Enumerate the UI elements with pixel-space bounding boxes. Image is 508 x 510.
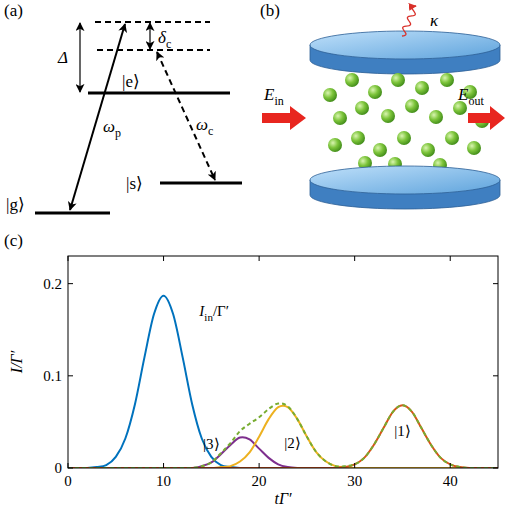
y-tick-label: 0.2 [43, 276, 62, 292]
panel-label: (c) [4, 231, 23, 250]
curve-label: |3⟩ [203, 436, 220, 452]
x-tick [163, 256, 164, 261]
virtual-level [97, 49, 210, 51]
x-tick [450, 463, 451, 468]
atom [351, 131, 365, 145]
virtual-level [95, 21, 210, 23]
atom [323, 88, 337, 102]
atom [421, 143, 435, 157]
control-arrow [157, 52, 215, 180]
atom [405, 99, 419, 113]
detuning-arrow [79, 23, 80, 92]
x-tick [354, 256, 355, 261]
detuning-label-sub: c [166, 37, 171, 51]
x-tick [68, 463, 69, 468]
detuning-arrow [149, 23, 150, 49]
atom [333, 111, 347, 125]
input-label: Ein [263, 85, 284, 108]
input-label-sub: in [274, 94, 283, 108]
input-arrow [262, 106, 306, 130]
atom [373, 143, 387, 157]
probe-label-main: ω [103, 117, 115, 136]
control-label-sub: c [208, 124, 213, 138]
level-label: |g⟩ [6, 195, 25, 214]
panel-c: (c) 0 10 20 30 40 0 0.1 0.2 tΓ′ I/Γ′ Iin/Γ′ |3⟩ |2⟩ |1… [4, 231, 498, 507]
y-tick-label: 0.1 [43, 368, 62, 384]
x-tick-label: 0 [64, 473, 72, 489]
decay-wave [402, 6, 416, 36]
x-tick [68, 256, 69, 261]
series-line [68, 406, 498, 468]
mirror-face [310, 166, 500, 194]
atom [391, 73, 405, 87]
probe-label-sub: p [115, 126, 121, 140]
level-e [88, 92, 230, 95]
level-g [35, 212, 110, 215]
control-label: ωc [196, 115, 213, 138]
series-line [68, 403, 498, 468]
x-tick [259, 256, 260, 261]
x-tick-label: 40 [443, 473, 458, 489]
atom [397, 131, 411, 145]
level-label: |s⟩ [126, 174, 143, 193]
atom [415, 81, 429, 95]
y-tick [493, 283, 498, 284]
x-tick [450, 256, 451, 261]
atom [445, 131, 459, 145]
output-label: Eout [457, 85, 484, 108]
panel-label: (b) [260, 1, 280, 20]
x-tick [354, 463, 355, 468]
x-tick [259, 463, 260, 468]
atom [429, 110, 443, 124]
x-tick-label: 10 [156, 473, 171, 489]
decay-label: κ [430, 11, 439, 30]
atom [381, 109, 395, 123]
y-axis-title: I/Γ′ [8, 350, 25, 374]
level-s [160, 182, 242, 185]
y-tick [68, 283, 73, 284]
x-tick-label: 30 [347, 473, 362, 489]
curve-label: |2⟩ [284, 435, 301, 451]
panel-b: (b)EinEoutκ [260, 1, 505, 209]
atom [440, 73, 454, 87]
output-label-main: E [457, 85, 469, 104]
atom [328, 138, 342, 152]
curve-label: |1⟩ [394, 423, 411, 439]
y-tick [493, 375, 498, 376]
detuning-label: δc [158, 28, 171, 51]
series-line [68, 405, 498, 468]
y-tick [68, 375, 73, 376]
probe-arrow [70, 24, 125, 210]
x-axis-title: tΓ′ [274, 490, 292, 507]
curve-label: Iin/Γ′ [198, 303, 229, 323]
y-tick [493, 468, 498, 469]
series-group [68, 296, 498, 468]
output-arrow [468, 106, 505, 130]
output-label-sub: out [468, 94, 484, 108]
plot-frame [68, 256, 498, 468]
input-label-main: E [263, 85, 275, 104]
series-line [68, 437, 498, 468]
x-tick [163, 463, 164, 468]
x-tick-label: 20 [252, 473, 267, 489]
panel-a: (a)|e⟩|g⟩|s⟩Δδcωpωc [4, 1, 242, 214]
atom [355, 101, 369, 115]
atom [368, 85, 382, 99]
figure: (a)|e⟩|g⟩|s⟩Δδcωpωc(b)EinEoutκ(c)0102030… [0, 0, 508, 510]
series-line [68, 296, 498, 468]
atom [345, 73, 359, 87]
atom [467, 141, 481, 155]
level-label: |e⟩ [122, 72, 140, 91]
curve-label-rest: /Γ′ [213, 303, 229, 319]
y-tick [68, 468, 73, 469]
probe-label: ωp [103, 117, 121, 140]
detuning-label: Δ [57, 48, 68, 67]
control-label-main: ω [196, 115, 208, 134]
y-tick-label: 0 [55, 460, 63, 476]
panel-label: (a) [4, 1, 23, 20]
